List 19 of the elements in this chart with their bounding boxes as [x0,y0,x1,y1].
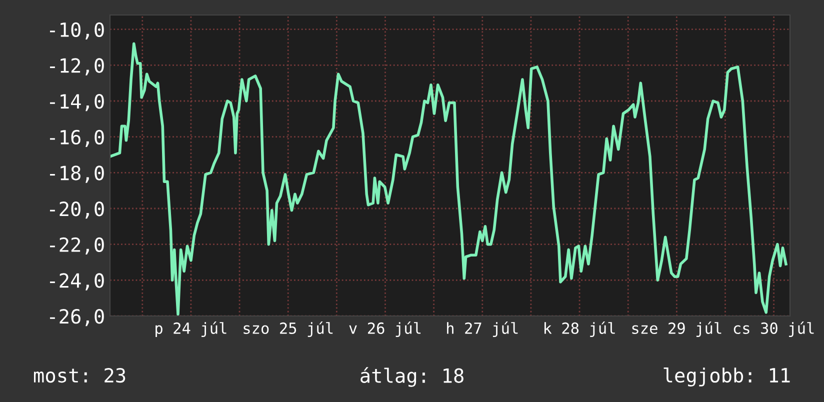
text: most: 23 [34,368,126,383]
x-tick-label: p 24 júl [156,322,226,337]
y-tick-label: -24,0 [50,273,104,290]
x-tick-label: v 26 júl [349,322,421,337]
y-tick-label: -12,0 [50,58,104,76]
y-tick-label: -14,0 [50,94,104,112]
text: átlag: 18 [360,367,464,387]
x-tick-label: h 27 júl [447,322,518,337]
y-tick-label: -10,0 [50,22,104,40]
x-tick-label: k 28 júl [544,322,615,337]
y-tick-label: -16,0 [50,130,104,147]
y-tick-label: -20,0 [50,202,104,219]
x-tick-label: szo 25 júl [244,322,333,337]
x-tick-label: sze 29 júl [632,322,722,337]
y-tick-label: -22,0 [50,237,104,254]
text: legjobb: 11 [664,367,790,387]
y-tick-label: -26,0 [50,309,104,326]
x-tick-label: cs 30 júl [734,322,814,337]
y-tick-label: -18,0 [50,166,104,183]
